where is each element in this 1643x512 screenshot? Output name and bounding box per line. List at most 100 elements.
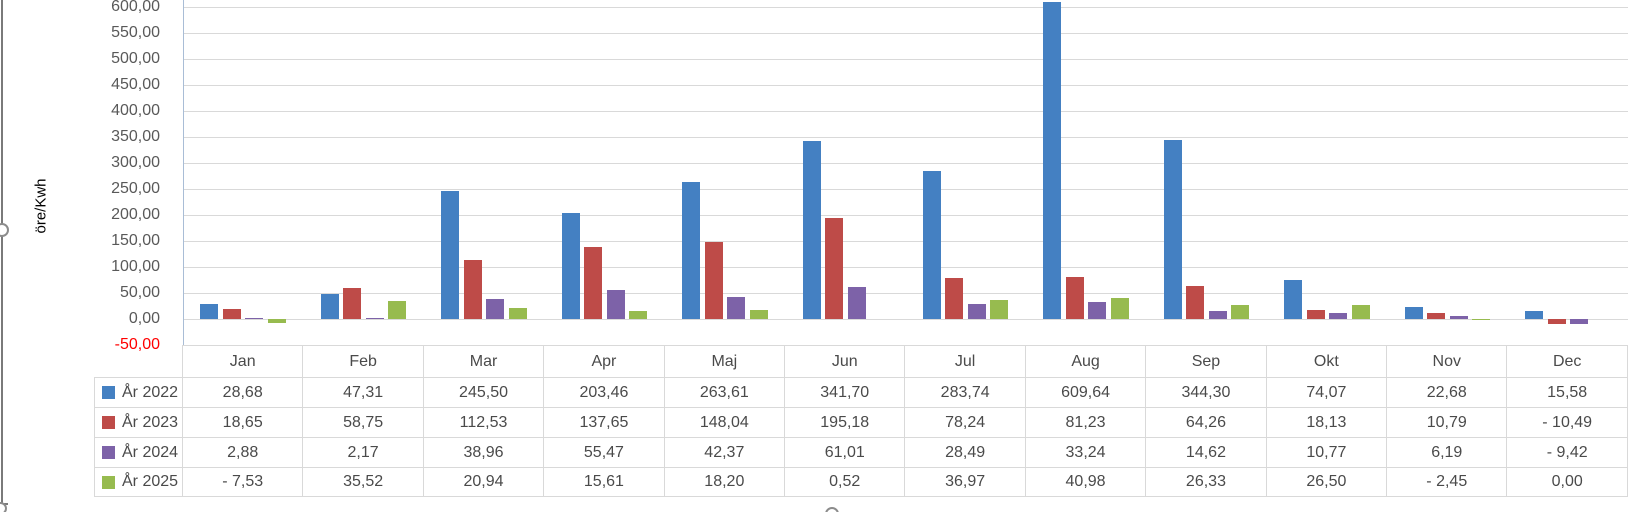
table-cell--r-2024-dec: - 9,42 xyxy=(1507,438,1628,468)
bar--r-2023-dec[interactable] xyxy=(1547,319,1566,325)
table-cell--r-2023-jul: 78,24 xyxy=(905,408,1026,438)
series-label: År 2024 xyxy=(122,443,179,461)
bar--r-2022-sep[interactable] xyxy=(1163,139,1182,319)
bar--r-2023-aug[interactable] xyxy=(1065,276,1084,319)
month-header-sep: Sep xyxy=(1146,345,1267,378)
y-axis-tick-label: 550,00 xyxy=(111,24,160,41)
y-axis-title: öre/Kwh xyxy=(32,178,50,234)
gridline xyxy=(183,33,1628,34)
month-header-okt: Okt xyxy=(1266,345,1388,378)
table-cell--r-2022-jan: 28,68 xyxy=(183,378,304,408)
y-axis-tick-label: 150,00 xyxy=(111,232,160,249)
bar--r-2024-jun[interactable] xyxy=(847,287,866,319)
bar--r-2025-okt[interactable] xyxy=(1351,305,1370,319)
bar--r-2023-mar[interactable] xyxy=(463,260,482,319)
month-header-apr: Apr xyxy=(544,345,665,378)
table-cell--r-2025-jul: 36,97 xyxy=(905,468,1026,497)
bar--r-2025-nov[interactable] xyxy=(1472,319,1491,321)
bar--r-2024-jul[interactable] xyxy=(967,304,986,319)
bar--r-2022-nov[interactable] xyxy=(1404,307,1423,319)
bar--r-2024-sep[interactable] xyxy=(1208,311,1227,319)
gridline xyxy=(183,293,1628,294)
bar--r-2023-jul[interactable] xyxy=(945,278,964,319)
y-axis-tick-label: 0,00 xyxy=(128,310,160,327)
legend-row--r-2024[interactable]: År 2024 xyxy=(94,438,183,468)
bar--r-2022-mar[interactable] xyxy=(441,191,460,319)
bar--r-2025-jan[interactable] xyxy=(267,319,286,323)
bar--r-2024-okt[interactable] xyxy=(1329,313,1348,319)
bar--r-2024-nov[interactable] xyxy=(1449,315,1468,319)
bar--r-2023-jun[interactable] xyxy=(825,217,844,319)
table-cell--r-2025-mar: 20,94 xyxy=(423,468,545,497)
table-cell--r-2022-sep: 344,30 xyxy=(1146,378,1267,408)
table-cell--r-2024-jul: 28,49 xyxy=(905,438,1026,468)
table-cell--r-2023-mar: 112,53 xyxy=(423,408,545,438)
table-cell--r-2025-sep: 26,33 xyxy=(1146,468,1267,497)
table-cell--r-2025-jan: - 7,53 xyxy=(183,468,304,497)
series-swatch--r-2023 xyxy=(102,416,115,429)
bar--r-2024-mar[interactable] xyxy=(486,298,505,319)
gridline xyxy=(183,241,1628,242)
bar--r-2023-maj[interactable] xyxy=(704,242,723,319)
bar--r-2025-maj[interactable] xyxy=(749,309,768,319)
bar--r-2023-sep[interactable] xyxy=(1186,285,1205,319)
table-cell--r-2022-apr: 203,46 xyxy=(544,378,665,408)
bar--r-2024-jan[interactable] xyxy=(245,317,264,319)
bar--r-2025-sep[interactable] xyxy=(1231,305,1250,319)
legend-row--r-2025[interactable]: År 2025 xyxy=(94,468,183,497)
bar--r-2025-feb[interactable] xyxy=(388,300,407,319)
bar--r-2025-apr[interactable] xyxy=(629,310,648,319)
chart-selection-border-left[interactable] xyxy=(1,0,3,505)
bar--r-2022-jul[interactable] xyxy=(922,171,941,319)
table-cell--r-2023-okt: 18,13 xyxy=(1266,408,1388,438)
table-cell--r-2024-nov: 6,19 xyxy=(1387,438,1508,468)
bar--r-2025-mar[interactable] xyxy=(508,308,527,319)
table-cell--r-2025-apr: 15,61 xyxy=(544,468,665,497)
y-axis-line xyxy=(183,0,184,346)
bar--r-2022-aug[interactable] xyxy=(1043,1,1062,319)
table-cell--r-2023-nov: 10,79 xyxy=(1387,408,1508,438)
bar--r-2024-apr[interactable] xyxy=(606,290,625,319)
bar--r-2022-dec[interactable] xyxy=(1525,310,1544,319)
table-cell--r-2024-sep: 14,62 xyxy=(1146,438,1267,468)
bar--r-2023-apr[interactable] xyxy=(584,247,603,319)
month-header-nov: Nov xyxy=(1387,345,1508,378)
y-axis-tick-label: 100,00 xyxy=(111,258,160,275)
chart-resize-handle-bottom-left[interactable] xyxy=(0,502,7,512)
bar--r-2023-feb[interactable] xyxy=(343,288,362,319)
bar--r-2023-jan[interactable] xyxy=(222,309,241,319)
chart-resize-handle-left-middle[interactable] xyxy=(0,223,9,237)
table-cell--r-2025-aug: 40,98 xyxy=(1025,468,1147,497)
table-cell--r-2024-apr: 55,47 xyxy=(544,438,665,468)
table-cell--r-2024-maj: 42,37 xyxy=(664,438,786,468)
bar--r-2024-aug[interactable] xyxy=(1088,301,1107,319)
bar--r-2024-maj[interactable] xyxy=(727,296,746,319)
bar--r-2022-feb[interactable] xyxy=(320,294,339,319)
gridline xyxy=(183,85,1628,86)
table-cell--r-2024-okt: 10,77 xyxy=(1266,438,1388,468)
table-cell--r-2024-jan: 2,88 xyxy=(183,438,304,468)
month-header-jul: Jul xyxy=(905,345,1026,378)
table-cell--r-2023-dec: - 10,49 xyxy=(1507,408,1628,438)
bar--r-2022-maj[interactable] xyxy=(682,181,701,319)
bar--r-2022-apr[interactable] xyxy=(561,213,580,319)
bar--r-2024-feb[interactable] xyxy=(365,317,384,319)
bar--r-2022-okt[interactable] xyxy=(1284,280,1303,319)
bar--r-2023-nov[interactable] xyxy=(1427,313,1446,319)
month-header-jun: Jun xyxy=(785,345,906,378)
bar--r-2022-jun[interactable] xyxy=(802,141,821,319)
data-table[interactable]: Jan Feb Mar Apr Maj Jun Jul Aug Sep Okt Nov Dec År 2… xyxy=(94,345,1628,497)
bar--r-2024-dec[interactable] xyxy=(1570,319,1589,324)
legend-row--r-2023[interactable]: År 2023 xyxy=(94,408,183,438)
bar--r-2025-aug[interactable] xyxy=(1110,297,1129,319)
bar--r-2022-jan[interactable] xyxy=(200,304,219,319)
y-axis-tick-label: 500,00 xyxy=(111,50,160,67)
bar--r-2023-okt[interactable] xyxy=(1306,309,1325,319)
month-header-maj: Maj xyxy=(664,345,786,378)
chart-resize-handle-bottom-middle[interactable] xyxy=(825,507,839,512)
legend-row--r-2022[interactable]: År 2022 xyxy=(94,378,183,408)
bar--r-2025-jul[interactable] xyxy=(990,299,1009,319)
y-axis-tick-label: 250,00 xyxy=(111,180,160,197)
